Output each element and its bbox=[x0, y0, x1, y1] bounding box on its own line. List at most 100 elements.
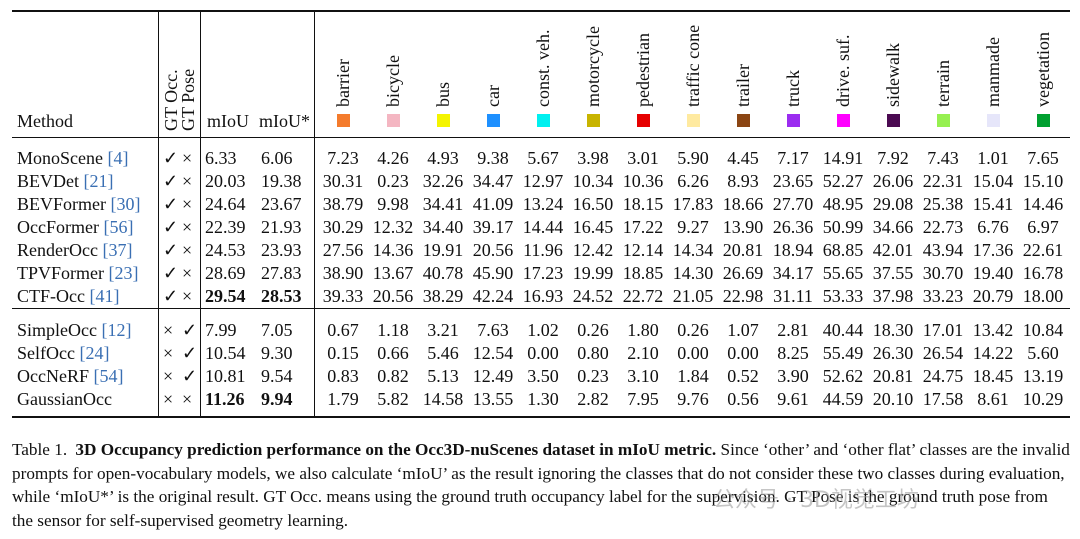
citation-link[interactable]: [24] bbox=[74, 343, 110, 363]
class-value: 34.41 bbox=[422, 194, 464, 214]
class-value: 6.97 bbox=[1027, 217, 1059, 237]
group-rule bbox=[12, 308, 1070, 309]
class-value: 48.95 bbox=[822, 194, 864, 214]
class-value: 50.99 bbox=[822, 217, 864, 237]
class-value: 7.95 bbox=[627, 389, 659, 409]
class-value: 12.14 bbox=[622, 240, 664, 260]
class-value: 9.38 bbox=[477, 148, 509, 168]
miou-star-value: 23.67 bbox=[261, 194, 302, 214]
miou-star-value: 9.94 bbox=[261, 389, 293, 409]
class-label-pedestrian: pedestrian bbox=[633, 33, 653, 107]
class-value: 42.24 bbox=[472, 286, 514, 306]
miou-star-value: 7.05 bbox=[261, 320, 293, 340]
class-label-vegetation: vegetation bbox=[1033, 32, 1053, 107]
class-value: 14.34 bbox=[672, 240, 714, 260]
miou-star-value: 23.93 bbox=[261, 240, 302, 260]
class-value: 23.65 bbox=[772, 171, 814, 191]
class-value: 7.23 bbox=[327, 148, 359, 168]
gt-occ-mark: ✓ bbox=[163, 148, 179, 168]
caption-body: Since ‘other’ and ‘other flat’ classes a… bbox=[12, 440, 1070, 530]
citation-link[interactable]: [12] bbox=[96, 320, 132, 340]
class-value: 30.31 bbox=[322, 171, 364, 191]
class-value: 8.61 bbox=[977, 389, 1009, 409]
citation-link[interactable]: [54] bbox=[88, 366, 124, 386]
miou-value: 20.03 bbox=[205, 171, 246, 191]
watermark: 公众号 · 3D视觉工坊 bbox=[713, 488, 919, 513]
class-value: 12.54 bbox=[472, 343, 514, 363]
class-swatch bbox=[737, 114, 750, 127]
class-value: 39.17 bbox=[472, 217, 514, 237]
class-swatch bbox=[437, 114, 450, 127]
miou-header: mIoU bbox=[207, 111, 249, 131]
class-value: 5.46 bbox=[427, 343, 459, 363]
class-label-manmade: manmade bbox=[983, 37, 1003, 107]
citation-link[interactable]: [23] bbox=[104, 263, 139, 283]
class-value: 3.10 bbox=[627, 366, 659, 386]
method-name: MonoScene bbox=[17, 148, 103, 168]
citation-link[interactable]: [56] bbox=[98, 217, 134, 237]
class-label-drive-suf-: drive. suf. bbox=[833, 34, 853, 107]
class-value: 30.29 bbox=[322, 217, 364, 237]
class-value: 10.29 bbox=[1022, 389, 1064, 409]
class-swatch bbox=[487, 114, 500, 127]
class-value: 31.11 bbox=[773, 286, 813, 306]
citation-link[interactable]: [41] bbox=[84, 286, 120, 306]
class-value: 10.34 bbox=[572, 171, 614, 191]
gt-pose-mark: × bbox=[182, 263, 193, 283]
class-value: 7.65 bbox=[1027, 148, 1059, 168]
class-value: 0.00 bbox=[727, 343, 759, 363]
class-swatch bbox=[637, 114, 650, 127]
class-value: 4.26 bbox=[377, 148, 409, 168]
class-value: 11.96 bbox=[523, 240, 563, 260]
class-value: 0.23 bbox=[377, 171, 409, 191]
column-divider bbox=[200, 10, 201, 416]
miou-value: 10.54 bbox=[205, 343, 246, 363]
class-value: 52.62 bbox=[822, 366, 864, 386]
class-value: 5.60 bbox=[1027, 343, 1059, 363]
class-value: 20.81 bbox=[722, 240, 764, 260]
miou-star-value: 28.53 bbox=[261, 286, 302, 306]
class-value: 18.30 bbox=[872, 320, 914, 340]
class-value: 22.72 bbox=[622, 286, 664, 306]
class-value: 13.55 bbox=[472, 389, 514, 409]
class-value: 18.45 bbox=[972, 366, 1014, 386]
miou-star-value: 21.93 bbox=[261, 217, 302, 237]
class-swatch bbox=[337, 114, 350, 127]
table-caption: Table 1. 3D Occupancy prediction perform… bbox=[12, 438, 1072, 532]
miou-value: 6.33 bbox=[205, 148, 237, 168]
class-value: 17.22 bbox=[622, 217, 664, 237]
class-value: 9.98 bbox=[377, 194, 409, 214]
miou-value: 11.26 bbox=[205, 389, 245, 409]
class-label-car: car bbox=[483, 85, 503, 107]
citation-link[interactable]: [21] bbox=[79, 171, 114, 191]
gt-occ-mark: × bbox=[163, 389, 174, 409]
citation-link[interactable]: [4] bbox=[102, 148, 129, 168]
class-value: 45.90 bbox=[472, 263, 514, 283]
gt-pose-mark: × bbox=[182, 171, 193, 191]
class-value: 18.15 bbox=[622, 194, 664, 214]
class-value: 14.44 bbox=[522, 217, 564, 237]
method-name: CTF-Occ bbox=[17, 286, 85, 306]
class-value: 3.01 bbox=[627, 148, 659, 168]
class-value: 1.02 bbox=[527, 320, 559, 340]
class-value: 2.81 bbox=[777, 320, 809, 340]
class-value: 32.26 bbox=[422, 171, 464, 191]
class-label-const-veh-: const. veh. bbox=[533, 29, 553, 107]
class-value: 15.10 bbox=[1022, 171, 1064, 191]
miou-value: 7.99 bbox=[205, 320, 237, 340]
class-value: 37.55 bbox=[872, 263, 914, 283]
class-value: 19.91 bbox=[422, 240, 464, 260]
class-value: 14.58 bbox=[422, 389, 464, 409]
class-value: 26.54 bbox=[922, 343, 964, 363]
gt-pose-mark: × bbox=[182, 240, 193, 260]
class-value: 5.67 bbox=[527, 148, 559, 168]
class-value: 0.82 bbox=[377, 366, 409, 386]
citation-link[interactable]: [30] bbox=[106, 194, 141, 214]
class-value: 19.40 bbox=[972, 263, 1014, 283]
gt-pose-mark: ✓ bbox=[182, 343, 198, 363]
miou-value: 10.81 bbox=[205, 366, 246, 386]
class-value: 22.31 bbox=[922, 171, 964, 191]
class-value: 0.23 bbox=[577, 366, 609, 386]
class-value: 12.42 bbox=[572, 240, 614, 260]
citation-link[interactable]: [37] bbox=[97, 240, 133, 260]
